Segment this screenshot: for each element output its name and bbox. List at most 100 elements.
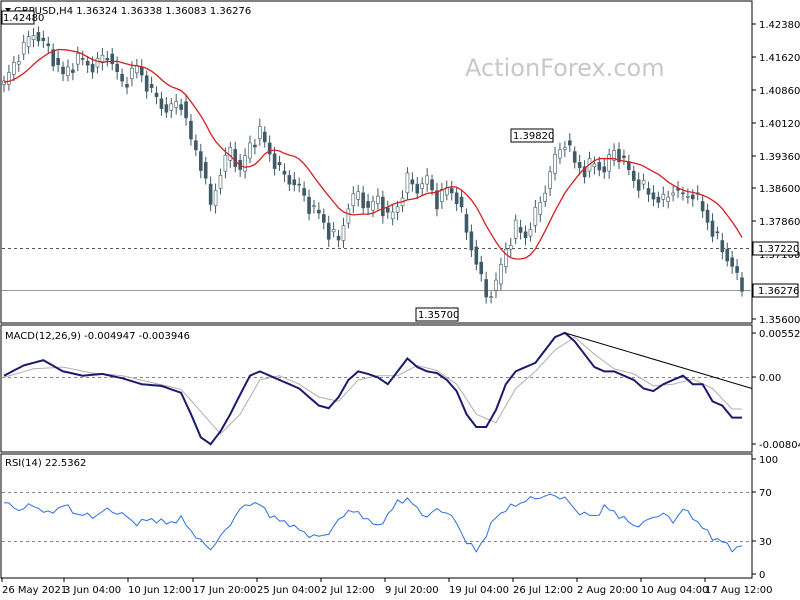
candle-body [139,66,144,76]
candle-body [617,149,621,163]
candle-body [248,142,252,159]
candle-body [518,227,523,233]
candle-body [336,235,341,241]
price-tick-label: 1.38600 [759,184,800,195]
candle-body [366,201,370,208]
time-tick: 2 Aug 20:00 [576,578,638,596]
macd-tick-label: -0.00804 [759,440,800,451]
price-tick-label: 1.35600 [759,315,800,326]
candle-body [597,162,602,171]
candle-body [115,63,119,73]
macd-tick-label: 0.00 [759,373,781,384]
time-tick-label: 2 Aug 20:00 [577,585,638,596]
candle-body [228,146,233,161]
rsi-tick-label: 0 [759,570,765,581]
moving-average-line [3,48,743,260]
time-tick: 25 Jun 04:00 [256,578,321,596]
candle-body [474,246,479,265]
candle-body [361,192,365,209]
candle-body [494,279,498,291]
candle-body [636,179,641,191]
candle-body [272,153,277,169]
candle-body [287,175,292,185]
candle-body [371,200,375,211]
candle-body [125,84,129,88]
candle-body [267,142,272,155]
candle-body [199,151,203,171]
time-tick: 17 Jun 20:00 [192,578,257,596]
current-price-label: 1.36276 [758,286,799,297]
candle-body [258,126,262,139]
candle-body [184,101,188,119]
candle-body [563,147,567,150]
price-tick-label: 1.42380 [759,20,800,31]
time-tick-label: 17 Jun 20:00 [193,585,257,596]
candle-body [622,155,626,158]
candle-body [326,222,331,240]
time-tick: 10 Jun 12:00 [127,578,192,596]
price-tick-label: 1.41620 [759,53,800,64]
candle-body [346,208,351,224]
rsi-tick: 70 [752,488,772,499]
macd-tick-label: 0.00552 [759,329,800,340]
candle-body [76,53,80,65]
rsi-tick: 100 [752,455,778,466]
candle-body [627,162,631,171]
price-tick-label: 1.40120 [759,119,800,130]
rsi-tick: 0 [752,570,765,581]
time-tick: 26 Jul 12:00 [512,578,573,596]
candle-body [189,120,193,140]
macd-trendline[interactable] [564,332,753,389]
annotation-label: 1.42480 [3,13,44,24]
price-tick: 1.42380 [752,20,800,31]
time-tick-label: 9 Jul 20:00 [385,585,439,596]
candle-body [410,179,415,185]
price-tick-label: 1.39360 [759,152,800,163]
candle-body [607,154,611,172]
candle-body [602,166,607,173]
candle-body [449,188,454,194]
time-tick-label: 3 Jun 04:00 [64,585,121,596]
price-candles [2,26,744,304]
time-tick: 9 Jul 20:00 [384,578,439,596]
time-tick: 19 Jul 04:00 [448,578,509,596]
candle-body [277,162,282,166]
price-pane: ActionForex.com GBPUSD,H4 1.36324 1.3633… [0,0,753,324]
candle-body [651,192,656,200]
candle-body [208,183,213,205]
dropdown-triangle-icon[interactable] [5,8,11,12]
candle-body [120,73,124,82]
level-price-label: 1.37220 [758,244,799,255]
candle-body [218,174,223,189]
time-tick-label: 26 May 2021 [2,585,67,596]
price-tick: 1.37860 [752,217,800,228]
annotation-label: 1.39820 [513,131,554,142]
time-tick-label: 25 Jun 04:00 [257,585,321,596]
macd-tick: 0.00 [752,373,781,384]
candle-body [543,192,548,202]
candle-body [41,37,46,41]
time-tick-label: 26 Jul 12:00 [513,585,573,596]
time-tick-label: 17 Aug 12:00 [705,585,772,596]
candle-body [376,195,380,204]
macd-pane: MACD(12,26,9) -0.004947 -0.003946 0.0055… [0,324,800,453]
candle-body [425,175,429,185]
current-price-box [752,283,799,298]
candle-body [641,180,646,185]
candle-body [690,194,695,200]
time-tick-label: 2 Jul 12:00 [321,585,375,596]
annotation-box [510,128,554,143]
candle-body [164,104,169,113]
candle-body [567,140,572,146]
candle-body [484,279,488,298]
candle-body [661,193,666,200]
candle-body [85,60,90,66]
candle-body [12,62,16,75]
price-tick: 1.39360 [752,152,800,163]
price-tick-label: 1.37860 [759,217,800,228]
candle-body [538,202,543,215]
candle-body [159,98,164,109]
candle-body [533,207,538,226]
price-tick: 1.38600 [752,184,800,195]
